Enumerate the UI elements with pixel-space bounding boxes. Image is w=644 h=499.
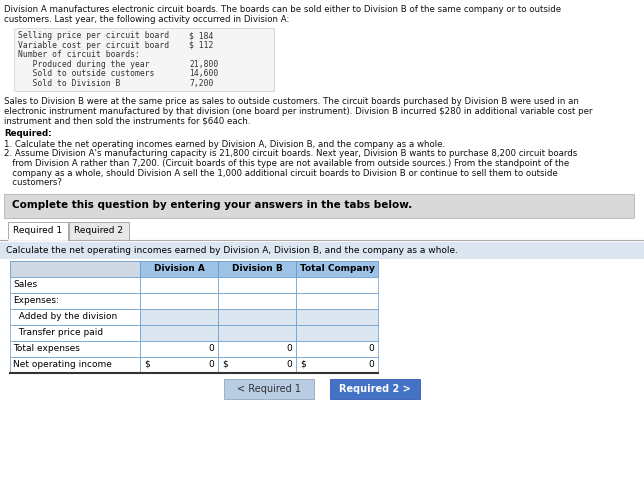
Text: < Required 1: < Required 1 [237,384,301,394]
Bar [140,276,218,292]
Bar [10,260,140,276]
Text: 0: 0 [286,344,292,353]
Text: Sales to Division B were at the same price as sales to outside customers. The ci: Sales to Division B were at the same pri… [4,97,579,106]
Text: Added by the division: Added by the division [13,312,117,321]
Text: 0: 0 [208,344,214,353]
Bar [140,356,218,372]
Text: electronic instrument manufactured by that division (one board per instrument). : electronic instrument manufactured by th… [4,106,592,115]
Bar [218,340,296,356]
Bar [296,292,378,308]
Text: Sold to Division B: Sold to Division B [18,78,120,87]
Text: instrument and then sold the instruments for $640 each.: instrument and then sold the instruments… [4,116,251,125]
Text: 7,200: 7,200 [189,78,213,87]
Text: $: $ [144,360,150,369]
Bar [8,222,68,240]
Bar [10,324,140,340]
Bar [296,340,378,356]
Bar [10,308,140,324]
Bar [330,379,420,399]
Bar [296,308,378,324]
Bar [69,222,129,240]
Bar [140,340,218,356]
Text: Division B: Division B [232,264,282,273]
Bar [218,356,296,372]
Text: Total Company: Total Company [299,264,374,273]
Text: $ 184: $ 184 [189,31,213,40]
Text: Expenses:: Expenses: [13,296,59,305]
Text: 0: 0 [208,360,214,369]
Bar [218,276,296,292]
Text: customers?: customers? [4,178,62,187]
Text: Division A: Division A [153,264,204,273]
Text: 2. Assume Division A's manufacturing capacity is 21,800 circuit boards. Next yea: 2. Assume Division A's manufacturing cap… [4,150,577,159]
Text: 1. Calculate the net operating incomes earned by Division A, Division B, and the: 1. Calculate the net operating incomes e… [4,140,445,149]
Bar [218,324,296,340]
Bar [218,308,296,324]
Bar [0,242,644,258]
Text: Transfer price paid: Transfer price paid [13,328,103,337]
Text: Required 1: Required 1 [14,226,62,235]
Text: Required:: Required: [4,130,52,139]
Text: 0: 0 [286,360,292,369]
Bar [140,260,218,276]
Bar [296,276,378,292]
Text: Required 2 >: Required 2 > [339,384,411,394]
Bar [14,28,274,91]
Bar [296,324,378,340]
Text: Required 2: Required 2 [75,226,124,235]
Text: Complete this question by entering your answers in the tabs below.: Complete this question by entering your … [12,201,412,211]
Text: 21,800: 21,800 [189,59,218,68]
Text: 14,600: 14,600 [189,69,218,78]
Text: company as a whole, should Division A sell the 1,000 additional circuit boards t: company as a whole, should Division A se… [4,169,558,178]
Text: Produced during the year: Produced during the year [18,59,149,68]
Text: Division A manufactures electronic circuit boards. The boards can be sold either: Division A manufactures electronic circu… [4,5,561,14]
Bar [140,324,218,340]
Text: Sales: Sales [13,280,37,289]
Text: $: $ [300,360,306,369]
Bar [140,292,218,308]
Text: Total expenses: Total expenses [13,344,80,353]
Bar [10,292,140,308]
Bar [296,260,378,276]
Text: Sold to outside customers: Sold to outside customers [18,69,155,78]
Bar [4,194,634,218]
Bar [218,292,296,308]
Bar [10,276,140,292]
Text: $: $ [222,360,228,369]
Bar [224,379,314,399]
Bar [218,260,296,276]
Bar [296,356,378,372]
Bar [10,340,140,356]
Text: Number of circuit boards:: Number of circuit boards: [18,50,140,59]
Text: customers. Last year, the following activity occurred in Division A:: customers. Last year, the following acti… [4,14,289,23]
Text: Variable cost per circuit board: Variable cost per circuit board [18,40,169,49]
Text: 0: 0 [368,344,374,353]
Text: 0: 0 [368,360,374,369]
Text: from Division A rather than 7,200. (Circuit boards of this type are not availabl: from Division A rather than 7,200. (Circ… [4,159,569,168]
Text: Selling price per circuit board: Selling price per circuit board [18,31,169,40]
Bar [10,356,140,372]
Text: $ 112: $ 112 [189,40,213,49]
Text: Net operating income: Net operating income [13,360,112,369]
Bar [140,308,218,324]
Text: Calculate the net operating incomes earned by Division A, Division B, and the co: Calculate the net operating incomes earn… [6,246,458,254]
